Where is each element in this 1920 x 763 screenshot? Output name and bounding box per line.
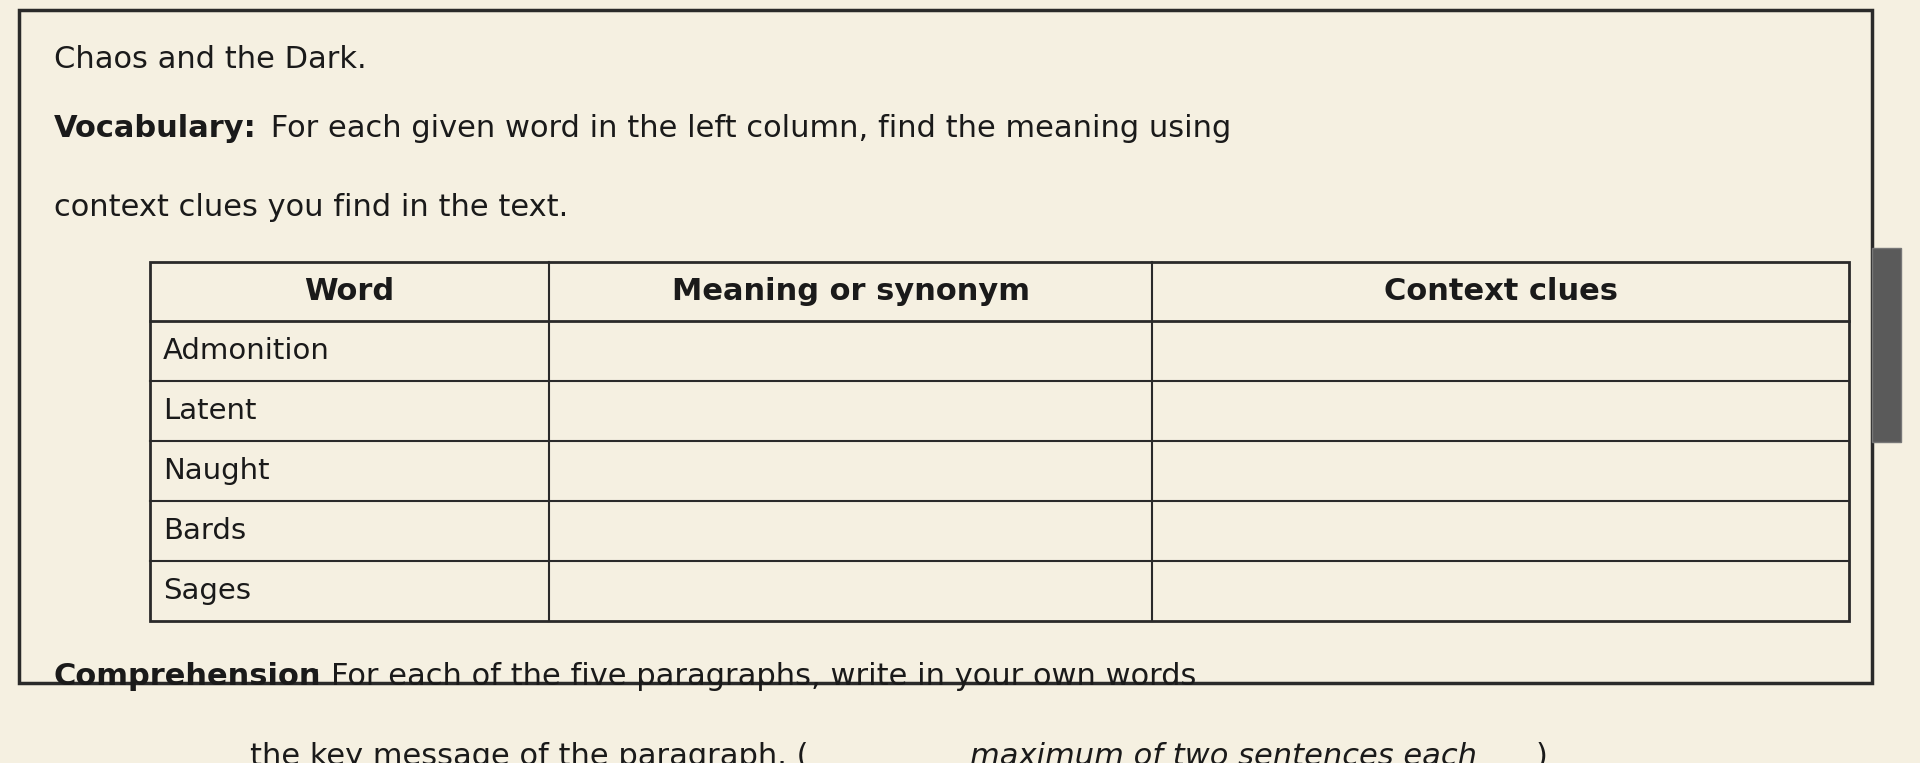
Text: context clues you find in the text.: context clues you find in the text. xyxy=(54,193,568,222)
Text: Word: Word xyxy=(305,277,394,306)
Text: maximum of two sentences each: maximum of two sentences each xyxy=(970,742,1476,763)
Text: the key message of the paragraph. (: the key message of the paragraph. ( xyxy=(250,742,808,763)
Text: Sages: Sages xyxy=(163,577,252,605)
Text: : For each of the five paragraphs, write in your own words: : For each of the five paragraphs, write… xyxy=(311,662,1196,691)
Text: ): ) xyxy=(1536,742,1548,763)
Text: Latent: Latent xyxy=(163,397,257,425)
Text: Naught: Naught xyxy=(163,457,271,485)
Text: Comprehension: Comprehension xyxy=(54,662,321,691)
Text: For each given word in the left column, find the meaning using: For each given word in the left column, … xyxy=(261,114,1231,143)
Bar xyxy=(150,262,1849,621)
Text: Meaning or synonym: Meaning or synonym xyxy=(672,277,1029,306)
Text: Context clues: Context clues xyxy=(1384,277,1619,306)
Text: Chaos and the Dark.: Chaos and the Dark. xyxy=(54,45,367,74)
Text: Vocabulary:: Vocabulary: xyxy=(54,114,257,143)
Text: Bards: Bards xyxy=(163,517,246,545)
Bar xyxy=(1872,249,1901,442)
Text: Admonition: Admonition xyxy=(163,336,330,365)
